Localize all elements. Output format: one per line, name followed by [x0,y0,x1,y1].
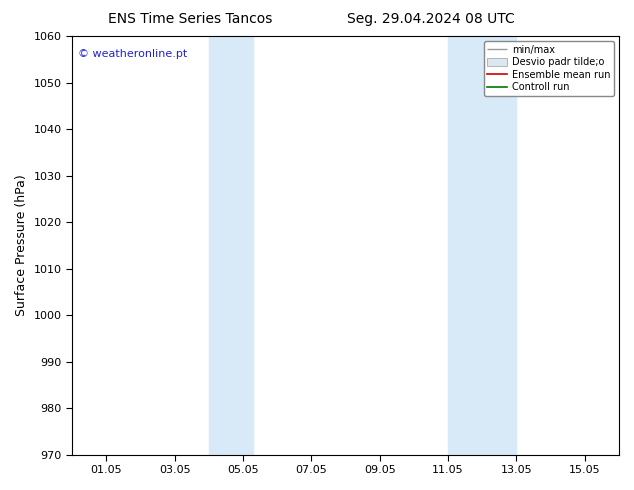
Bar [209,36,253,455]
Y-axis label: Surface Pressure (hPa): Surface Pressure (hPa) [15,174,28,316]
Text: ENS Time Series Tancos: ENS Time Series Tancos [108,12,273,26]
Text: © weatheronline.pt: © weatheronline.pt [77,49,187,59]
Bar [448,36,517,455]
Legend: min/max, Desvio padr tilde;o, Ensemble mean run, Controll run: min/max, Desvio padr tilde;o, Ensemble m… [484,41,614,96]
Text: Seg. 29.04.2024 08 UTC: Seg. 29.04.2024 08 UTC [347,12,515,26]
